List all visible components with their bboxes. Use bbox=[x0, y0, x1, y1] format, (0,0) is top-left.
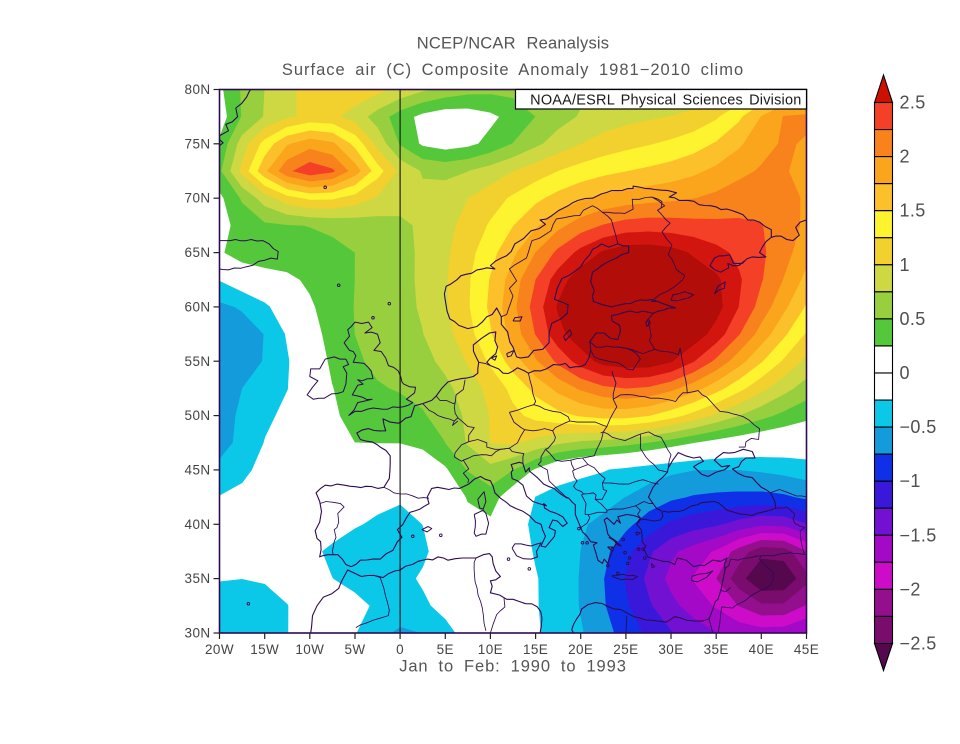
svg-text:30N: 30N bbox=[185, 626, 211, 641]
svg-text:Jan to Feb: 1990 to 1993: Jan to Feb: 1990 to 1993 bbox=[399, 658, 627, 676]
svg-text:20W: 20W bbox=[205, 642, 234, 657]
svg-text:40E: 40E bbox=[749, 642, 774, 657]
svg-text:−2.5: −2.5 bbox=[900, 634, 937, 654]
svg-text:45E: 45E bbox=[794, 642, 819, 657]
svg-text:25E: 25E bbox=[613, 642, 638, 657]
svg-text:5E: 5E bbox=[437, 642, 454, 657]
svg-text:−1.5: −1.5 bbox=[900, 525, 937, 545]
svg-text:30E: 30E bbox=[658, 642, 683, 657]
svg-text:0: 0 bbox=[900, 363, 910, 383]
svg-text:0.5: 0.5 bbox=[900, 309, 926, 329]
svg-text:10E: 10E bbox=[478, 642, 503, 657]
svg-text:NCEP/NCAR Reanalysis: NCEP/NCAR Reanalysis bbox=[417, 35, 609, 53]
svg-text:20E: 20E bbox=[568, 642, 593, 657]
svg-text:Surface air (C) Composite Anom: Surface air (C) Composite Anomaly 1981−2… bbox=[282, 61, 744, 79]
svg-text:15W: 15W bbox=[250, 642, 279, 657]
svg-text:NOAA/ESRL Physical Sciences Di: NOAA/ESRL Physical Sciences Division bbox=[530, 93, 801, 109]
svg-text:2: 2 bbox=[900, 147, 910, 167]
svg-text:65N: 65N bbox=[185, 245, 211, 260]
svg-text:40N: 40N bbox=[185, 517, 211, 532]
svg-text:35N: 35N bbox=[185, 571, 211, 586]
svg-text:15E: 15E bbox=[523, 642, 548, 657]
svg-text:−1: −1 bbox=[900, 471, 921, 491]
svg-text:35E: 35E bbox=[704, 642, 729, 657]
svg-text:0: 0 bbox=[396, 642, 404, 657]
svg-text:10W: 10W bbox=[295, 642, 324, 657]
svg-text:2.5: 2.5 bbox=[900, 93, 926, 113]
svg-text:−2: −2 bbox=[900, 579, 921, 599]
svg-text:60N: 60N bbox=[185, 299, 211, 314]
svg-text:50N: 50N bbox=[185, 408, 211, 423]
svg-text:75N: 75N bbox=[185, 136, 211, 151]
svg-text:1.5: 1.5 bbox=[900, 201, 926, 221]
svg-text:80N: 80N bbox=[185, 82, 211, 97]
svg-text:5W: 5W bbox=[344, 642, 365, 657]
svg-text:−0.5: −0.5 bbox=[900, 417, 937, 437]
svg-text:1: 1 bbox=[900, 255, 910, 275]
svg-text:45N: 45N bbox=[185, 462, 211, 477]
svg-text:70N: 70N bbox=[185, 191, 211, 206]
svg-text:55N: 55N bbox=[185, 354, 211, 369]
